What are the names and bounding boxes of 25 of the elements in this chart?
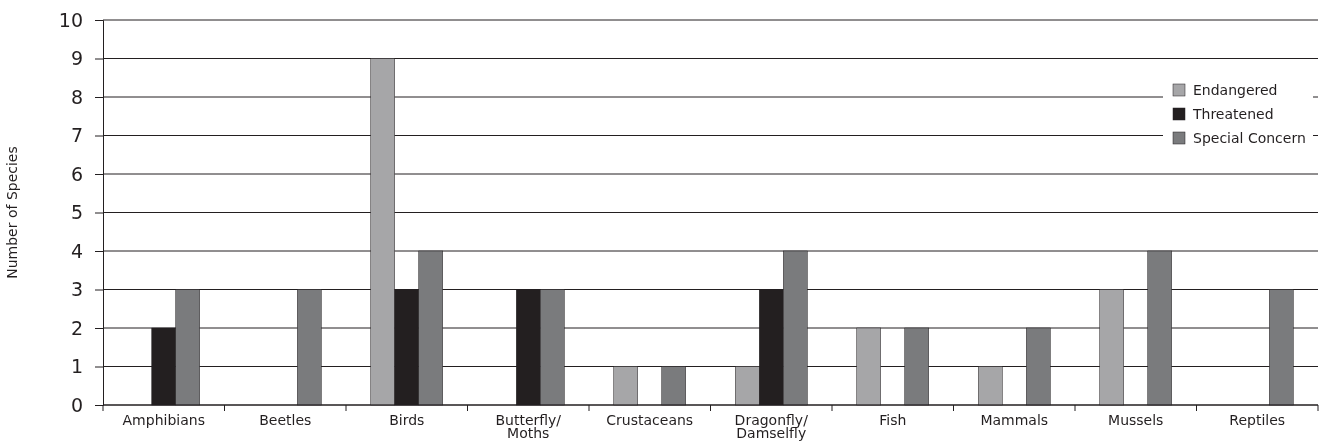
y-tick-label: 9 (70, 47, 83, 70)
y-tick-label: 4 (70, 239, 83, 262)
legend-label: Endangered (1193, 82, 1278, 98)
x-tick-label: Beetles (259, 412, 312, 428)
y-tick-label: 8 (70, 85, 83, 108)
y-axis-title: Number of Species (4, 146, 20, 279)
x-tick-label: Reptiles (1229, 412, 1286, 428)
y-tick-label: 2 (70, 316, 83, 339)
x-tick-label: Amphibians (122, 412, 205, 428)
y-tick-label: 3 (70, 278, 83, 301)
y-tick-label: 0 (70, 393, 83, 416)
y-tick-label: 10 (58, 8, 83, 31)
x-tick-label: Crustaceans (606, 412, 694, 428)
x-tick-label: Dragonfly/Damselfly (734, 412, 809, 441)
x-tick-label: Mammals (980, 412, 1049, 428)
legend-label: Special Concern (1193, 130, 1306, 146)
x-tick-label: Mussels (1108, 412, 1164, 428)
y-tick-label: 6 (70, 162, 83, 185)
y-tick-label: 1 (70, 355, 83, 378)
y-tick-label: 5 (70, 201, 83, 224)
legend-label: Threatened (1192, 106, 1274, 122)
x-tick-label: Fish (879, 412, 907, 428)
x-tick-label: Butterfly/Moths (495, 412, 562, 441)
y-tick-label: 7 (70, 124, 83, 147)
x-tick-label: Birds (389, 412, 425, 428)
